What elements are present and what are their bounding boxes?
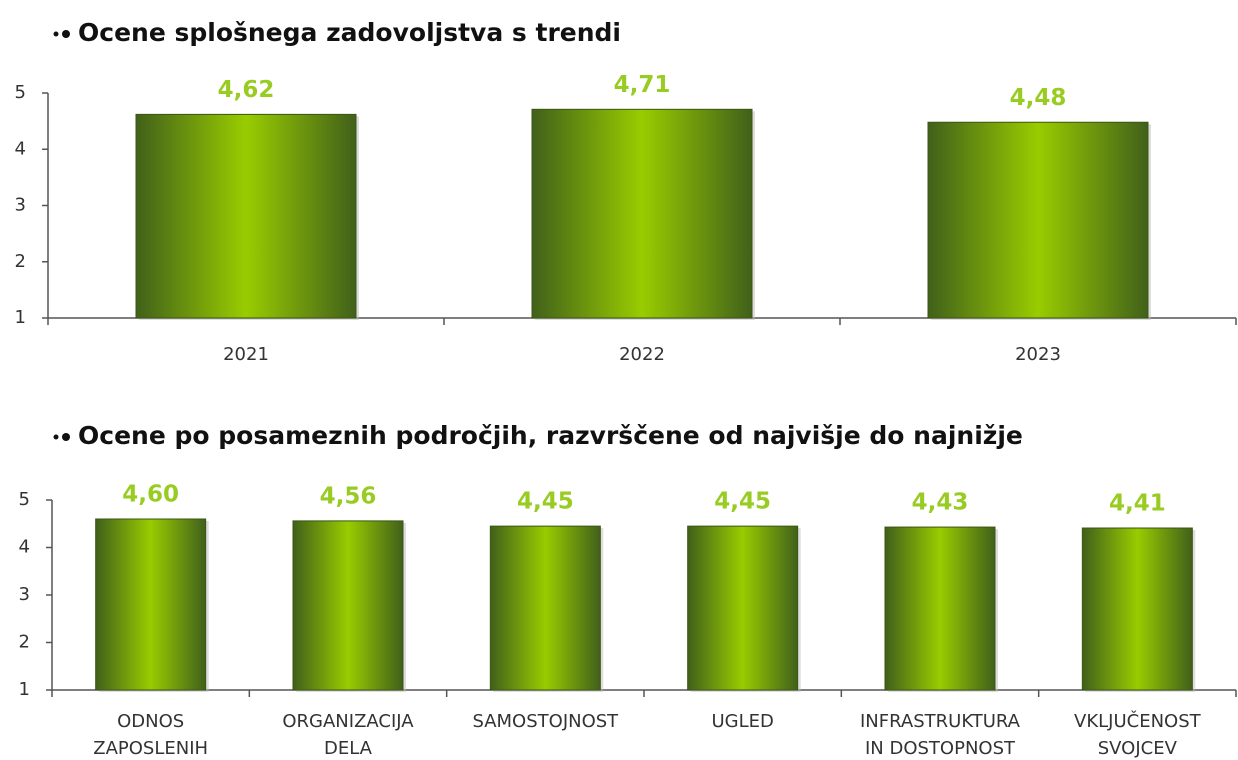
x-tick-label: ODNOS <box>117 711 184 732</box>
bar <box>1081 527 1193 691</box>
bullet <box>53 31 59 37</box>
y-tick-label: 1 <box>19 679 30 700</box>
y-tick-label: 3 <box>19 584 30 605</box>
x-tick-label: VKLJUČENOST <box>1074 710 1202 732</box>
x-tick-label: 2023 <box>1015 344 1061 365</box>
x-tick-label: UGLED <box>711 711 773 732</box>
y-tick-label: 2 <box>15 251 26 272</box>
x-tick-label: ZAPOSLENIH <box>93 738 208 759</box>
bar <box>687 525 799 691</box>
value-label: 4,56 <box>320 483 377 509</box>
x-tick-label: ORGANIZACIJA <box>282 711 414 732</box>
x-tick-label: 2022 <box>619 344 665 365</box>
y-tick-label: 4 <box>15 138 26 159</box>
y-tick-label: 5 <box>15 82 26 103</box>
bar <box>292 520 404 691</box>
y-tick-label: 5 <box>19 489 30 510</box>
value-label: 4,41 <box>1109 491 1166 517</box>
x-tick-label: SVOJCEV <box>1098 738 1178 759</box>
value-label: 4,43 <box>912 490 969 516</box>
x-tick-label: DELA <box>324 738 373 759</box>
value-label: 4,45 <box>714 489 771 515</box>
bar <box>489 525 601 691</box>
bar <box>95 518 207 691</box>
chart-title: Ocene splošnega zadovoljstva s trendi <box>78 18 621 47</box>
x-tick-label: 2021 <box>223 344 269 365</box>
bullet <box>62 433 70 441</box>
bar <box>884 526 996 691</box>
x-tick-label: IN DOSTOPNOST <box>865 738 1016 759</box>
x-tick-label: INFRASTRUKTURA <box>860 711 1021 732</box>
y-tick-label: 4 <box>19 537 30 558</box>
value-label: 4,71 <box>614 72 671 98</box>
y-tick-label: 1 <box>15 307 26 328</box>
bar <box>531 108 753 319</box>
value-label: 4,62 <box>218 77 275 103</box>
y-tick-label: 2 <box>19 632 30 653</box>
y-tick-label: 3 <box>15 195 26 216</box>
x-tick-label: SAMOSTOJNOST <box>472 711 619 732</box>
value-label: 4,45 <box>517 489 574 515</box>
bar <box>135 113 357 319</box>
bullet <box>53 434 59 440</box>
value-label: 4,60 <box>122 482 179 508</box>
value-label: 4,48 <box>1010 85 1067 111</box>
bar <box>927 121 1149 319</box>
chart-title: Ocene po posameznih področjih, razvrščen… <box>78 421 1023 450</box>
bullet <box>62 30 70 38</box>
